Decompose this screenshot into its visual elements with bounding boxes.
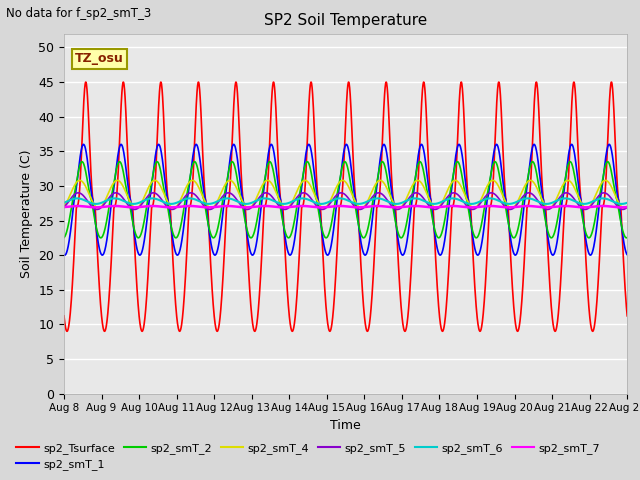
Text: TZ_osu: TZ_osu (76, 52, 124, 65)
Title: SP2 Soil Temperature: SP2 Soil Temperature (264, 13, 428, 28)
Y-axis label: Soil Temperature (C): Soil Temperature (C) (20, 149, 33, 278)
X-axis label: Time: Time (330, 419, 361, 432)
Legend: sp2_Tsurface, sp2_smT_1, sp2_smT_2, sp2_smT_4, sp2_smT_5, sp2_smT_6, sp2_smT_7: sp2_Tsurface, sp2_smT_1, sp2_smT_2, sp2_… (12, 438, 605, 474)
Text: No data for f_sp2_smT_3: No data for f_sp2_smT_3 (6, 7, 152, 20)
